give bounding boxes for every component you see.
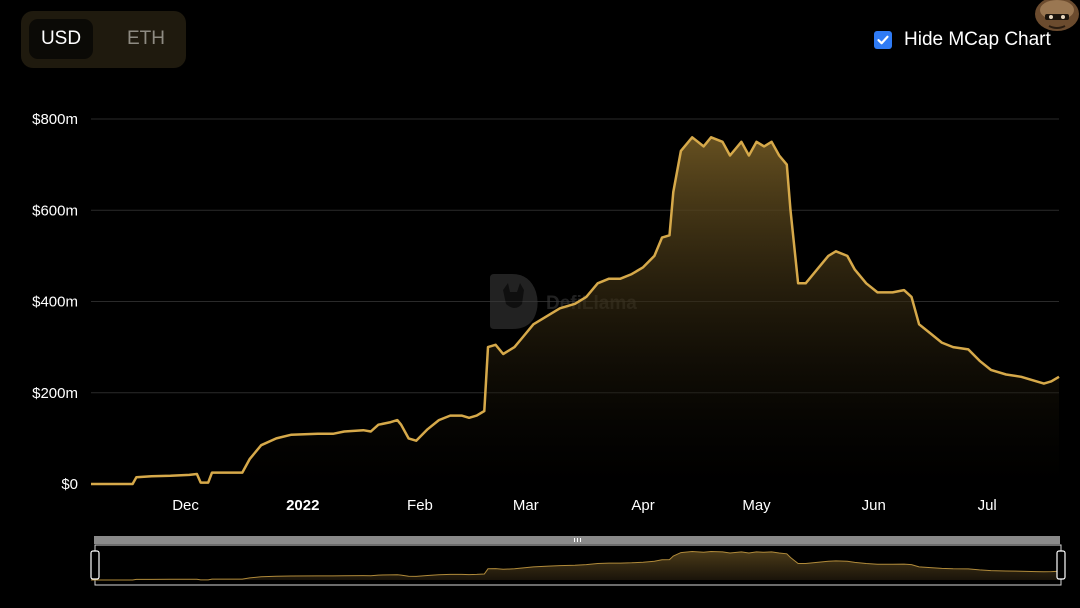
brush-mini-line: [91, 550, 1060, 581]
y-tick-label: $600m: [32, 202, 78, 219]
x-tick-label: Apr: [631, 497, 654, 514]
brush-grip-line: [577, 538, 578, 542]
x-tick-label: Jun: [862, 497, 886, 514]
avatar[interactable]: [1031, 0, 1080, 36]
checkmark-icon: [877, 35, 889, 45]
y-axis: $0 $200m $400m $600m $800m: [32, 111, 78, 493]
x-axis: Dec 2022 Feb Mar Apr May Jun Jul: [172, 497, 997, 514]
y-tick-label: $200m: [32, 385, 78, 402]
brush-right-handle[interactable]: [1056, 550, 1066, 580]
brush-left-handle[interactable]: [90, 550, 100, 580]
x-tick-label: Feb: [407, 497, 433, 514]
hide-mcap-checkbox[interactable]: [874, 31, 892, 49]
hide-mcap-label: Hide MCap Chart: [904, 29, 1051, 50]
x-tick-label: Mar: [513, 497, 539, 514]
eth-option[interactable]: ETH: [127, 28, 165, 49]
x-tick-label: May: [742, 497, 771, 514]
tvl-area-fill: [91, 137, 1059, 485]
llama-head-icon: [503, 283, 524, 308]
x-tick-label: Dec: [172, 497, 199, 514]
y-tick-label: $800m: [32, 111, 78, 128]
range-brush[interactable]: [90, 536, 1066, 586]
brush-grip-line: [580, 538, 581, 542]
y-tick-label: $400m: [32, 294, 78, 311]
llama-avatar-icon: [1035, 0, 1079, 31]
x-tick-label: 2022: [286, 497, 319, 514]
hide-mcap-toggle[interactable]: Hide MCap Chart: [874, 28, 1051, 52]
currency-toggle: USD ETH: [21, 11, 186, 68]
x-tick-label: Jul: [978, 497, 997, 514]
brush-grip-line: [574, 538, 575, 542]
y-tick-label: $0: [61, 476, 78, 493]
tvl-series-line: [91, 136, 1060, 486]
usd-option[interactable]: USD: [29, 19, 93, 59]
brush-mini-area: [91, 551, 1059, 580]
